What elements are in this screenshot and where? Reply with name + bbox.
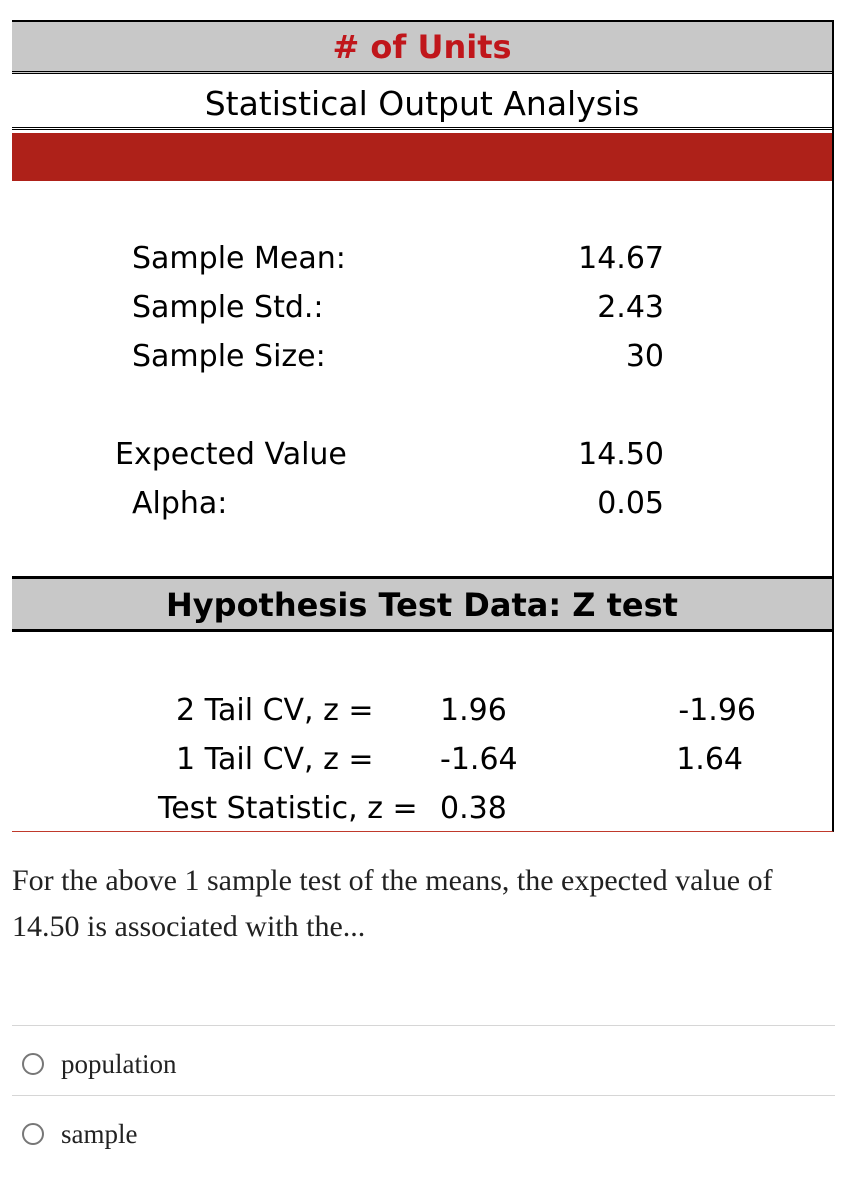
statistical-output-table: # of Units Statistical Output Analysis S… (12, 20, 834, 832)
alpha-label: Alpha: (132, 486, 228, 521)
test-statistic-value: 0.38 (440, 791, 507, 826)
hypothesis-header: Hypothesis Test Data: Z test (12, 576, 832, 632)
units-header: # of Units (12, 20, 832, 74)
sample-size-value: 30 (625, 339, 664, 374)
test-statistic-label: Test Statistic, z = (158, 791, 418, 826)
option-label: sample (61, 1118, 138, 1149)
one-tail-cv-label: 1 Tail CV, z = (176, 742, 374, 777)
two-tail-cv-value-2: -1.96 (678, 693, 756, 728)
expected-value-value: 14.50 (578, 437, 664, 472)
two-tail-cv-value-1: 1.96 (440, 693, 507, 728)
option-divider (12, 1095, 835, 1096)
sample-std-value: 2.43 (597, 290, 664, 325)
option-divider (12, 1025, 835, 1026)
sample-std-label: Sample Std.: (132, 290, 324, 325)
radio-button-icon[interactable] (22, 1053, 44, 1075)
one-tail-cv-value-2: 1.64 (676, 742, 743, 777)
red-divider-bar (12, 133, 832, 181)
table-title: Statistical Output Analysis (12, 76, 832, 130)
sample-mean-value: 14.67 (578, 241, 664, 276)
question-text: For the above 1 sample test of the means… (12, 864, 773, 943)
two-tail-cv-label: 2 Tail CV, z = (176, 693, 374, 728)
one-tail-cv-value-1: -1.64 (440, 742, 518, 777)
option-label: population (61, 1048, 177, 1079)
sample-mean-label: Sample Mean: (132, 241, 346, 276)
sample-size-label: Sample Size: (132, 339, 326, 374)
option-population[interactable]: population (22, 1046, 177, 1082)
expected-value-label: Expected Value (115, 437, 347, 472)
radio-button-icon[interactable] (22, 1123, 44, 1145)
alpha-value: 0.05 (597, 486, 664, 521)
option-sample[interactable]: sample (22, 1116, 137, 1152)
